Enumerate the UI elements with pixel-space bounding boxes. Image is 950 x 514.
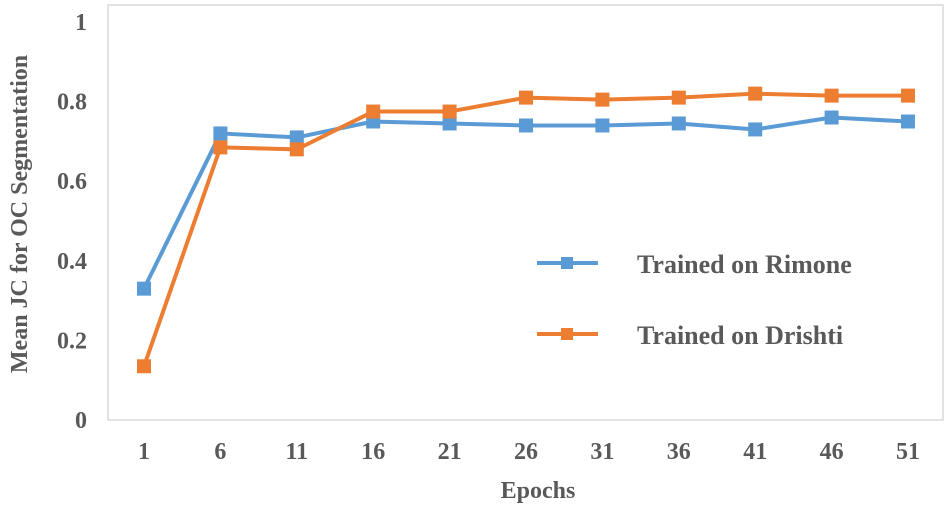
data-point-trained-on-rimone (442, 116, 457, 131)
legend-label-drishti: Trained on Drishti (637, 321, 843, 350)
data-point-trained-on-drishti (671, 90, 686, 105)
x-tick-label: 6 (214, 439, 226, 465)
data-point-trained-on-drishti (442, 104, 457, 119)
plot-area-frame (107, 4, 944, 421)
data-point-trained-on-rimone (671, 116, 686, 131)
x-axis-ticks: 1 6 11 16 21 26 31 36 41 46 51 (138, 439, 920, 465)
y-tick-label: 0.6 (57, 169, 87, 195)
x-tick-label: 11 (285, 439, 308, 465)
data-point-trained-on-drishti (289, 142, 304, 157)
data-point-trained-on-rimone (748, 122, 763, 137)
series-layer (137, 86, 915, 374)
y-tick-label: 1 (75, 10, 87, 36)
x-tick-label: 31 (590, 439, 614, 465)
data-point-trained-on-drishti (213, 140, 228, 155)
data-point-trained-on-rimone (137, 281, 151, 296)
x-tick-label: 21 (438, 439, 462, 465)
x-tick-label: 16 (361, 439, 385, 465)
data-point-trained-on-drishti (595, 92, 610, 107)
y-axis-ticks: 0 0.2 0.4 0.6 0.8 1 (57, 10, 87, 434)
x-tick-label: 36 (667, 439, 691, 465)
y-tick-label: 0.8 (57, 90, 87, 116)
y-tick-label: 0 (75, 408, 87, 434)
data-point-trained-on-rimone (595, 118, 610, 133)
legend-item-rimone: Trained on Rimone (537, 250, 852, 279)
y-tick-label: 0.2 (57, 328, 87, 354)
x-axis-title: Epochs (501, 478, 576, 504)
data-point-trained-on-drishti (901, 88, 915, 103)
series-trained-on-drishti (137, 86, 915, 374)
x-tick-label: 41 (743, 439, 767, 465)
data-point-trained-on-rimone (901, 114, 915, 129)
data-point-trained-on-drishti (519, 90, 533, 105)
x-tick-label: 1 (138, 439, 150, 465)
series-trained-on-rimone (137, 110, 915, 296)
x-tick-label: 51 (896, 439, 920, 465)
data-point-trained-on-rimone (213, 126, 228, 141)
data-point-trained-on-drishti (824, 88, 839, 103)
data-point-trained-on-drishti (748, 86, 763, 101)
data-point-trained-on-rimone (824, 110, 839, 125)
y-axis-title: Mean JC for OC Segmentation (7, 55, 33, 373)
y-tick-label: 0.4 (57, 249, 87, 275)
legend-marker-drishti (561, 328, 573, 340)
legend: Trained on Rimone Trained on Drishti (537, 250, 852, 350)
legend-item-drishti: Trained on Drishti (537, 321, 843, 350)
legend-marker-rimone (561, 257, 573, 269)
x-tick-label: 26 (514, 439, 538, 465)
legend-label-rimone: Trained on Rimone (637, 250, 852, 279)
data-point-trained-on-drishti (366, 104, 381, 119)
x-tick-label: 46 (820, 439, 844, 465)
data-point-trained-on-rimone (289, 130, 304, 145)
data-point-trained-on-rimone (519, 118, 533, 133)
data-point-trained-on-drishti (137, 359, 151, 374)
